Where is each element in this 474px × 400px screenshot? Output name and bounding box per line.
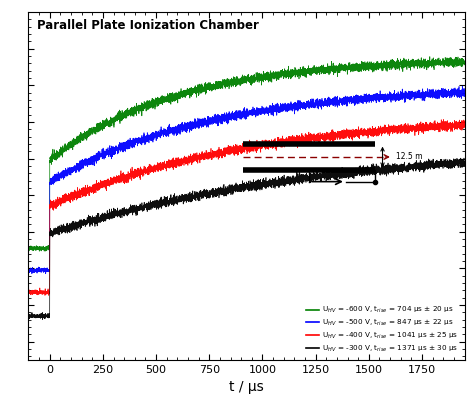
Legend: U$_{HV}$ = -600 V, t$_{rise}$ = 704 μs ± 20 μs, U$_{HV}$ = -500 V, t$_{rise}$ = : U$_{HV}$ = -600 V, t$_{rise}$ = 704 μs ±… bbox=[303, 302, 461, 356]
Text: 12.5 m: 12.5 m bbox=[396, 152, 422, 162]
Text: Parallel Plate Ionization Chamber: Parallel Plate Ionization Chamber bbox=[37, 19, 259, 32]
X-axis label: t / μs: t / μs bbox=[229, 380, 264, 394]
